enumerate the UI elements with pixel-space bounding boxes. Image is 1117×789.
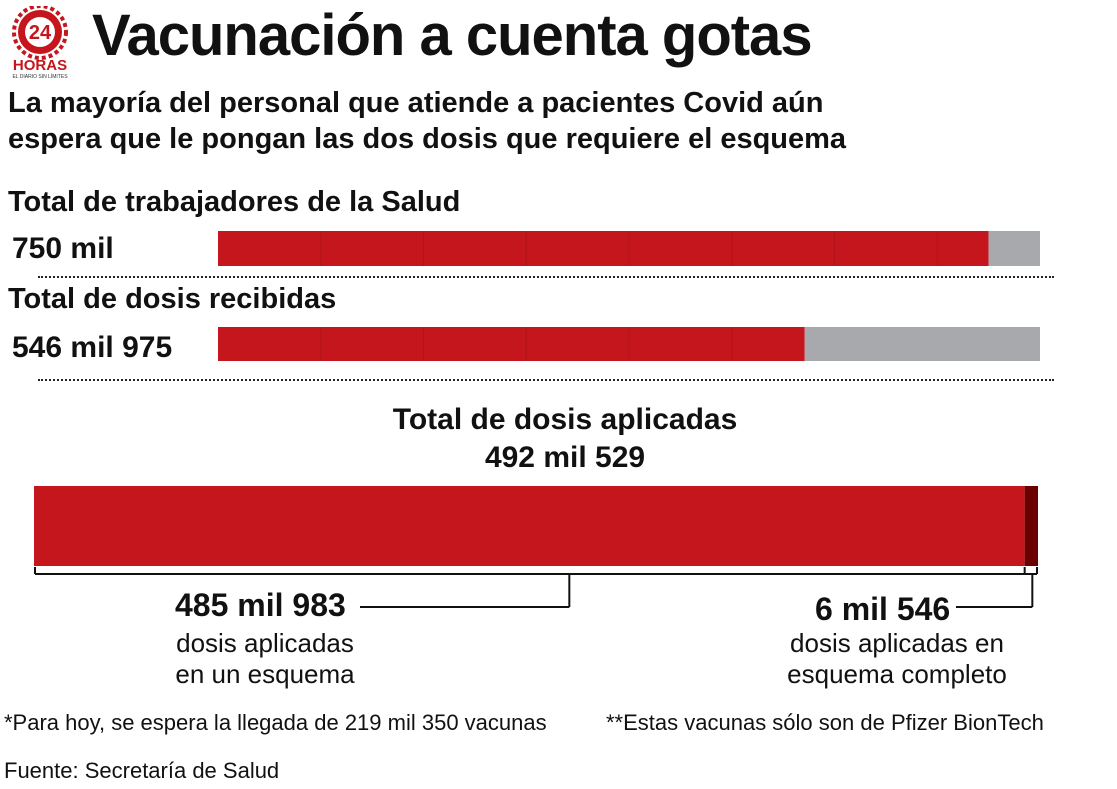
one-schema-text-line-2: en un esquema (175, 659, 355, 690)
received-bar (218, 327, 1040, 361)
logo-number: 24 (29, 22, 52, 44)
applied-bar-segment-0 (34, 486, 1025, 566)
applied-bar (34, 486, 1038, 608)
applied-value: 492 mil 529 (484, 441, 646, 474)
logo-gear-icon (12, 6, 68, 60)
complete-schema-text-line-1: dosis aplicadas en (790, 628, 1004, 658)
note-arrival: *Para hoy, se espera la llegada de 219 m… (4, 710, 547, 735)
complete-schema-leader (956, 574, 1034, 608)
one-schema-text-line-1: dosis aplicadas (176, 628, 354, 658)
note-pfizer: **Estas vacunas sólo son de Pfizer BionT… (606, 710, 1044, 735)
received-bar-segment-1 (804, 327, 1040, 361)
complete-schema-value: 6 mil 546 (815, 591, 951, 627)
separator-1 (38, 276, 1054, 278)
workers-bar (218, 231, 1040, 266)
source-note: Fuente: Secretaría de Salud (4, 758, 280, 783)
one-schema-value: 485 mil 983 (175, 587, 346, 623)
received-bar-segment-0 (218, 327, 805, 361)
applied-bar-segment-1 (1024, 486, 1038, 566)
applied-bracket (34, 567, 1038, 575)
applied-label: Total de dosis aplicadas (392, 403, 738, 436)
received-value: 546 mil 975 (12, 331, 173, 364)
one-schema-text: dosis aplicadas en un esquema (150, 628, 380, 690)
24-horas-logo: 24 HORAS EL DIARIO SIN LÍMITES (12, 6, 68, 80)
separator-2 (38, 379, 1054, 381)
logo-tagline: EL DIARIO SIN LÍMITES (12, 73, 68, 80)
complete-schema-text: dosis aplicadas en esquema completo (762, 628, 1032, 690)
workers-value: 750 mil (12, 232, 114, 265)
one-schema-leader (360, 574, 571, 608)
workers-bar-segment-1 (988, 231, 1040, 266)
logo-brand: HORAS (13, 57, 67, 74)
subtitle-line-1: La mayoría del personal que atiende a pa… (8, 87, 824, 119)
complete-schema-text-line-2: esquema completo (787, 659, 1007, 690)
workers-bar-segment-0 (218, 231, 989, 266)
subtitle-line-2: espera que le pongan las dos dosis que r… (8, 123, 847, 155)
chart-title: Vacunación a cuenta gotas (92, 3, 813, 68)
received-label: Total de dosis recibidas (8, 283, 337, 315)
workers-label: Total de trabajadores de la Salud (8, 186, 461, 218)
